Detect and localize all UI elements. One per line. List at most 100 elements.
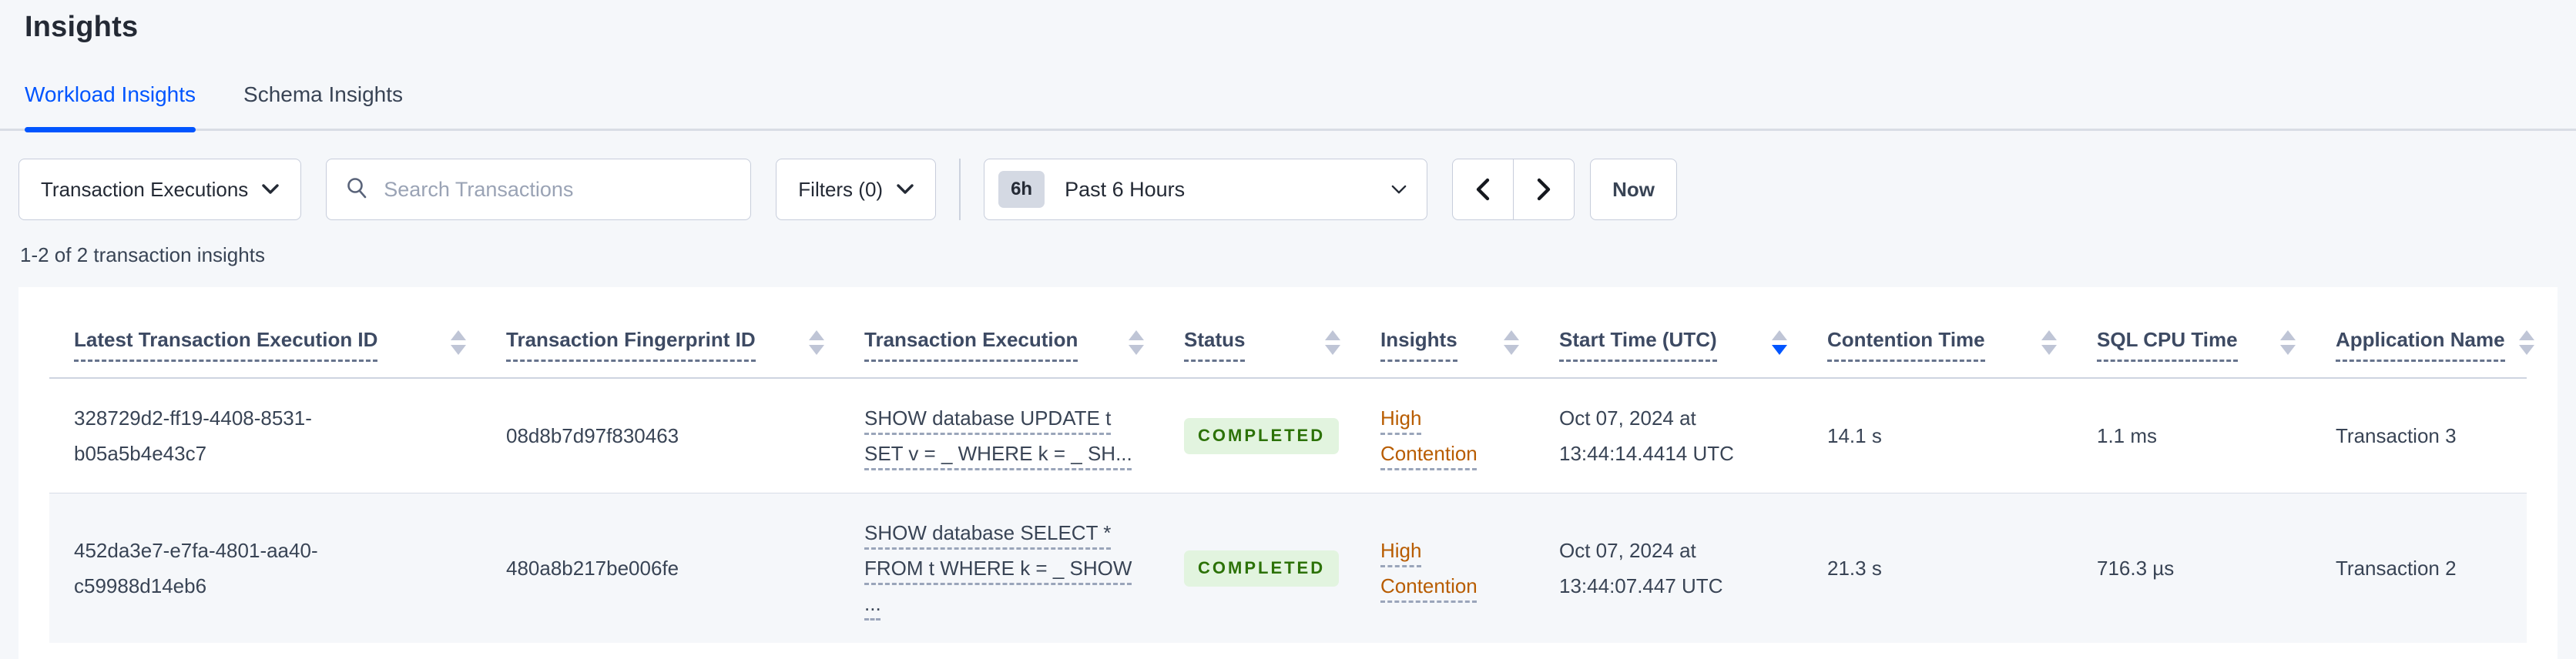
sort-asc-arrow-icon (1325, 330, 1340, 340)
time-range-label: Past 6 Hours (1065, 177, 1186, 201)
cell-application-name: Transaction 3 (2336, 423, 2457, 447)
sort-desc-arrow-icon (1772, 345, 1787, 355)
insight-high-contention-link[interactable]: High Contention (1380, 406, 1478, 465)
cell-status: COMPLETED (1159, 395, 1356, 475)
sort-asc-arrow-icon (2041, 330, 2057, 340)
column-header-status[interactable]: Status (1159, 287, 1356, 377)
sort-asc-arrow-icon (809, 330, 824, 340)
cell-insights: High Contention (1356, 379, 1535, 493)
filters-dropdown[interactable]: Filters (0) (776, 159, 937, 220)
column-label: SQL CPU Time (2097, 327, 2238, 362)
status-badge: COMPLETED (1184, 418, 1340, 454)
search-box[interactable] (326, 159, 752, 220)
sort-icon[interactable] (795, 327, 824, 355)
cell-transaction-execution: SHOW database SELECT * FROM t WHERE k = … (840, 493, 1159, 643)
column-label: Application Name (2336, 327, 2505, 362)
sort-desc-arrow-icon (809, 345, 824, 355)
cell-transaction-fingerprint-id: 480a8b217be006fe (506, 556, 679, 580)
next-time-range-button[interactable] (1513, 159, 1575, 220)
previous-time-range-button[interactable] (1452, 159, 1514, 220)
sort-desc-arrow-icon (451, 345, 466, 355)
column-header-latest_id[interactable]: Latest Transaction Execution ID (49, 287, 481, 377)
cell-contention-time: 14.1 s (1827, 423, 1882, 447)
cell-transaction-fingerprint-id: 08d8b7d97f830463 (506, 423, 679, 447)
table-row: 452da3e7-e7fa-4801-aa40-c59988d14eb6 480a… (49, 492, 2527, 643)
sort-desc-arrow-icon (1129, 345, 1144, 355)
column-label: Transaction Fingerprint ID (506, 327, 756, 362)
tab-workload-insights[interactable]: Workload Insights (25, 82, 196, 132)
column-label: Transaction Execution (864, 327, 1078, 362)
chevron-right-icon (1536, 178, 1551, 201)
sort-asc-arrow-icon (1772, 330, 1787, 340)
sort-desc-arrow-icon (2280, 345, 2296, 355)
column-label: Contention Time (1827, 327, 1985, 362)
insight-high-contention-link[interactable]: High Contention (1380, 538, 1478, 597)
cell-start-time: Oct 07, 2024 at 13:44:07.447 UTC (1559, 538, 1723, 597)
transaction-execution-id-value: 452da3e7-e7fa-4801-aa40-c59988d14eb6 (74, 538, 318, 597)
view-type-dropdown[interactable]: Transaction Executions (18, 159, 302, 220)
now-button[interactable]: Now (1590, 159, 1677, 220)
cell-sql-cpu-time: 1.1 ms (2097, 423, 2158, 447)
transaction-execution-link[interactable]: SHOW database SELECT * FROM t WHERE k = … (864, 520, 1132, 615)
column-header-fingerprint[interactable]: Transaction Fingerprint ID (481, 287, 840, 377)
chevron-down-icon (897, 184, 914, 195)
sort-asc-arrow-icon (2518, 330, 2534, 340)
column-header-sql_cpu[interactable]: SQL CPU Time (2072, 287, 2311, 377)
column-header-execution[interactable]: Transaction Execution (840, 287, 1159, 377)
sort-desc-arrow-icon (1325, 345, 1340, 355)
sort-desc-arrow-icon (1504, 345, 1519, 355)
chevron-left-icon (1475, 178, 1491, 201)
divider (959, 159, 961, 220)
sort-icon[interactable] (437, 327, 466, 355)
sort-icon[interactable] (1490, 327, 1519, 355)
sort-asc-arrow-icon (1129, 330, 1144, 340)
view-type-label: Transaction Executions (41, 177, 249, 201)
sort-icon[interactable] (2028, 327, 2057, 355)
cell-sql-cpu-time: 716.3 µs (2097, 556, 2175, 580)
search-input[interactable] (382, 176, 733, 202)
page-title: Insights (25, 11, 139, 43)
results-summary: 1-2 of 2 transaction insights (20, 243, 265, 266)
filters-label: Filters (0) (798, 177, 884, 201)
cell-transaction-execution: SHOW database UPDATE t SET v = _ WHERE k… (840, 379, 1159, 493)
sort-asc-arrow-icon (1504, 330, 1519, 340)
sort-icon[interactable] (1311, 327, 1340, 355)
cell-insights: High Contention (1356, 511, 1535, 625)
transaction-execution-link[interactable]: SHOW database UPDATE t SET v = _ WHERE k… (864, 406, 1132, 465)
column-label: Status (1184, 327, 1246, 362)
sort-icon[interactable] (1758, 327, 1787, 355)
time-range-dropdown[interactable]: 6h Past 6 Hours (984, 159, 1428, 220)
cell-application-name: Transaction 2 (2336, 556, 2457, 580)
time-range-chip: 6h (998, 171, 1045, 208)
search-icon (345, 176, 368, 203)
sort-asc-arrow-icon (451, 330, 466, 340)
cell-latest-transaction-execution-id: 328729d2-ff19-4408-8531-b05a5b4e43c7 (49, 379, 481, 493)
sort-icon[interactable] (1115, 327, 1144, 355)
column-header-start_time[interactable]: Start Time (UTC) (1535, 287, 1803, 377)
column-header-insights[interactable]: Insights (1356, 287, 1535, 377)
insights-tabs: Workload Insights Schema Insights (0, 82, 2576, 132)
time-range-pager (1452, 159, 1575, 220)
chevron-down-icon (262, 184, 279, 195)
column-header-app_name[interactable]: Application Name (2311, 287, 2534, 377)
cell-contention-time: 21.3 s (1827, 556, 1882, 580)
cell-latest-transaction-execution-id: 452da3e7-e7fa-4801-aa40-c59988d14eb6 (49, 511, 481, 625)
sort-asc-arrow-icon (2280, 330, 2296, 340)
chevron-down-icon (1391, 185, 1407, 195)
sort-icon[interactable] (2505, 327, 2534, 355)
cell-start-time: Oct 07, 2024 at 13:44:14.4414 UTC (1559, 406, 1734, 465)
column-label: Insights (1380, 327, 1457, 362)
tab-schema-insights[interactable]: Schema Insights (243, 82, 404, 106)
column-header-contention[interactable]: Contention Time (1803, 287, 2072, 377)
now-label: Now (1612, 177, 1655, 201)
column-label: Start Time (UTC) (1559, 327, 1717, 362)
sort-desc-arrow-icon (2518, 345, 2534, 355)
insights-table-card: Latest Transaction Execution ID Transacti… (18, 287, 2558, 659)
column-label: Latest Transaction Execution ID (74, 327, 378, 362)
cell-status: COMPLETED (1159, 527, 1356, 607)
transaction-execution-id-value: 328729d2-ff19-4408-8531-b05a5b4e43c7 (74, 406, 312, 465)
sort-icon[interactable] (2266, 327, 2296, 355)
sort-desc-arrow-icon (2041, 345, 2057, 355)
table-body: 328729d2-ff19-4408-8531-b05a5b4e43c7 08d8… (49, 379, 2527, 643)
table-row: 328729d2-ff19-4408-8531-b05a5b4e43c7 08d8… (49, 379, 2527, 493)
